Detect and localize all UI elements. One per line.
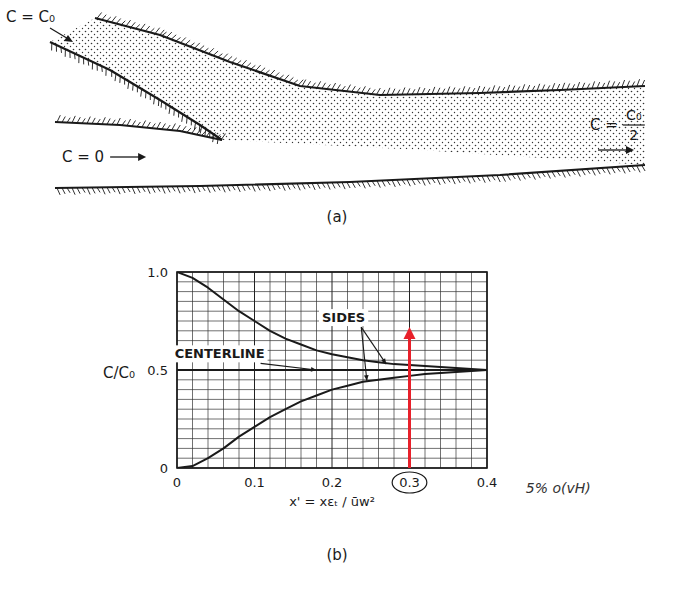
river-bank [95, 18, 645, 95]
leader-head [381, 358, 386, 364]
figure: C = C₀ C = 0 C = C₀ 2 (a) 0 0.1 0.2 0.3 0.4 0 0.5 1.0… [0, 0, 675, 597]
highlight-arrow [408, 337, 411, 468]
flow-arrow [598, 149, 628, 150]
annotation: 5% o(vH) [526, 480, 591, 496]
y-tick-label: 0 [160, 461, 168, 476]
diagram: C = C₀ C = 0 C = C₀ 2 (a) [6, 8, 645, 226]
x-tick-label: 0.2 [322, 475, 343, 490]
arrow-head [404, 327, 416, 339]
leader-head [311, 367, 317, 372]
x-axis-title: x' = xεₜ / ūw² [289, 494, 375, 509]
y-axis-title: C/C₀ [103, 364, 135, 382]
leader-head [364, 375, 369, 381]
panel-caption: (a) [327, 208, 348, 226]
x-tick-label: 0.1 [244, 475, 265, 490]
grid-line [409, 272, 410, 468]
label-patch [172, 345, 268, 362]
plot-frame [177, 272, 487, 468]
river-bank [55, 165, 645, 188]
flow-arrow [110, 156, 140, 157]
leader-line [261, 363, 317, 370]
outflow-label: C = [590, 116, 618, 134]
annotation: CENTERLINE [175, 346, 265, 361]
annotation: SIDES [322, 310, 365, 325]
data-layer [177, 272, 487, 468]
chart: 0 0.1 0.2 0.3 0.4 0 0.5 1.0 C/C₀ x' = xεₜ / ūw² (b… [103, 265, 591, 564]
outflow-denominator: 2 [629, 127, 638, 143]
curve [177, 369, 487, 371]
bank-hatching [52, 43, 219, 144]
inflow-label: C = C₀ [6, 8, 55, 26]
x-tick-label: 0.3 [399, 475, 420, 490]
arrow-head [138, 153, 146, 161]
bank-hatching [57, 115, 226, 140]
tick-circle [392, 472, 427, 493]
bank-hatching [57, 165, 645, 195]
y-tick-label: 0.5 [147, 363, 168, 378]
page: {"diagram": {"inflow_top": "C = C₀", "in… [0, 0, 675, 597]
arrow-head [626, 146, 634, 154]
leader-line [361, 327, 367, 381]
x-tick-label: 0.4 [477, 475, 498, 490]
panel-caption: (b) [326, 546, 347, 564]
grid-line [177, 370, 487, 371]
y-tick-label: 1.0 [147, 265, 168, 280]
fraction-bar [623, 124, 645, 125]
river-bank [50, 42, 222, 140]
tracer-region [50, 18, 645, 165]
curve [177, 370, 487, 468]
arrow-head [64, 35, 73, 42]
x-tick-label: 0 [173, 475, 181, 490]
inflow-label: C = 0 [62, 148, 104, 166]
outflow-numerator: C₀ [626, 107, 642, 123]
bank-hatching [97, 13, 645, 96]
plot-background [177, 272, 487, 468]
label-patch [319, 309, 368, 326]
grid [177, 272, 487, 468]
